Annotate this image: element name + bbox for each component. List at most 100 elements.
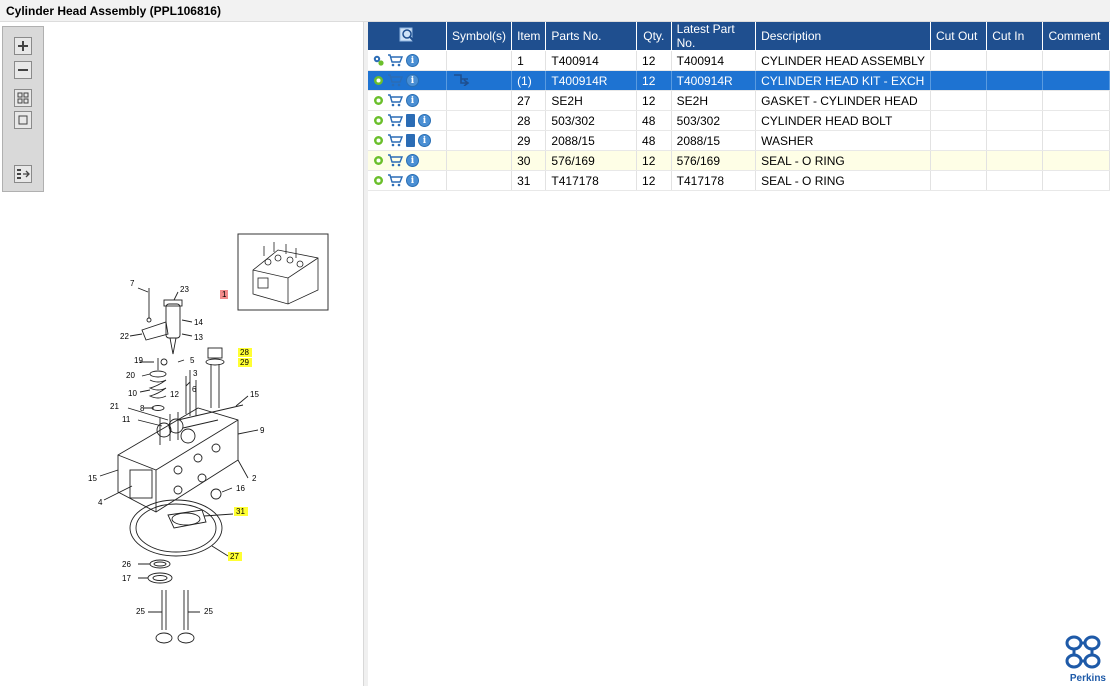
row-cut-in — [986, 130, 1044, 151]
fit-window-icon[interactable] — [14, 111, 32, 129]
diagram-label-8[interactable]: 8 — [140, 404, 145, 413]
exchange-symbol-icon[interactable] — [452, 72, 470, 87]
table-row[interactable]: i 31 T417178 12 T417178 SEAL - O RING — [368, 170, 1110, 191]
info-icon[interactable]: i — [406, 54, 419, 67]
diagram-label-26[interactable]: 26 — [122, 560, 131, 569]
row-latest-part: 503/302 — [671, 110, 757, 131]
diagram-label-19[interactable]: 19 — [134, 356, 143, 365]
search-column-header[interactable] — [368, 22, 448, 51]
row-qty: 12 — [636, 90, 672, 111]
row-symbols — [446, 150, 513, 171]
diagram-label-5[interactable]: 5 — [190, 356, 195, 365]
diagram-label-21[interactable]: 21 — [110, 402, 119, 411]
fit-all-icon[interactable] — [14, 89, 32, 107]
gear-icon[interactable] — [373, 95, 384, 106]
diagram-label-22[interactable]: 22 — [120, 332, 129, 341]
gear-icon[interactable] — [373, 155, 384, 166]
qty-column-header[interactable]: Qty. — [636, 22, 672, 51]
row-latest-part: T400914R — [671, 70, 757, 91]
diagram-label-15b[interactable]: 15 — [88, 474, 97, 483]
row-comment — [1042, 50, 1110, 71]
magnifier-icon[interactable] — [398, 27, 416, 43]
row-actions: i — [368, 90, 448, 111]
diagram-label-29[interactable]: 29 — [240, 358, 249, 367]
row-latest-part: 2088/15 — [671, 130, 757, 151]
cart-icon[interactable] — [387, 74, 403, 87]
cart-icon[interactable] — [387, 134, 403, 147]
diagram-label-11[interactable]: 11 — [122, 415, 131, 424]
parts-no-column-header[interactable]: Parts No. — [545, 22, 638, 51]
row-comment — [1042, 170, 1110, 191]
cart-icon[interactable] — [387, 174, 403, 187]
latest-part-column-header[interactable]: Latest Part No. — [671, 22, 757, 51]
gears-icon[interactable] — [373, 55, 384, 66]
row-latest-part: SE2H — [671, 90, 757, 111]
cart-icon[interactable] — [387, 54, 403, 67]
info-icon[interactable]: i — [418, 134, 431, 147]
symbols-column-header[interactable]: Symbol(s) — [446, 22, 513, 51]
diagram-label-12[interactable]: 12 — [170, 390, 179, 399]
diagram-label-16[interactable]: 16 — [236, 484, 245, 493]
diagram-label-15[interactable]: 15 — [250, 390, 259, 399]
diagram-label-20[interactable]: 20 — [126, 371, 135, 380]
gear-icon[interactable] — [373, 115, 384, 126]
description-column-header[interactable]: Description — [755, 22, 931, 51]
diagram-label-10[interactable]: 10 — [128, 389, 137, 398]
exploded-parts-diagram[interactable]: 1 — [78, 230, 338, 650]
diagram-label-13[interactable]: 13 — [194, 333, 203, 342]
table-row[interactable]: i 27 SE2H 12 SE2H GASKET - CYLINDER HEAD — [368, 90, 1110, 111]
gear-icon[interactable] — [373, 75, 384, 86]
table-row[interactable]: i 30 576/169 12 576/169 SEAL - O RING — [368, 150, 1110, 171]
perkins-logo-icon — [1065, 635, 1101, 669]
info-icon[interactable]: i — [406, 154, 419, 167]
zoom-out-icon[interactable] — [14, 61, 32, 79]
row-actions: i — [368, 150, 448, 171]
diagram-label-25a[interactable]: 25 — [136, 607, 145, 616]
diagram-label-14[interactable]: 14 — [194, 318, 203, 327]
diagram-label-2[interactable]: 2 — [252, 474, 257, 483]
table-row[interactable]: i 29 2088/15 48 2088/15 WASHER — [368, 130, 1110, 151]
diagram-label-9[interactable]: 9 — [260, 426, 265, 435]
panel-splitter[interactable] — [364, 22, 368, 686]
diagram-label-17[interactable]: 17 — [122, 574, 131, 583]
info-icon[interactable]: i — [406, 174, 419, 187]
row-parts-no: 503/302 — [545, 110, 638, 131]
cart-icon[interactable] — [387, 114, 403, 127]
cart-icon[interactable] — [387, 94, 403, 107]
info-icon[interactable]: i — [406, 74, 419, 87]
diagram-label-28[interactable]: 28 — [240, 348, 249, 357]
diagram-label-3[interactable]: 3 — [193, 369, 198, 378]
diagram-label-31[interactable]: 31 — [236, 507, 245, 516]
table-row[interactable]: i 28 503/302 48 503/302 CYLINDER HEAD BOLT — [368, 110, 1110, 131]
page-title: Cylinder Head Assembly (PPL106816) — [6, 4, 221, 18]
row-cut-in — [986, 90, 1044, 111]
diagram-label-7[interactable]: 7 — [130, 279, 135, 288]
diagram-toolbox — [2, 26, 44, 192]
panel-toggle-icon[interactable] — [14, 165, 32, 183]
diagram-label-27[interactable]: 27 — [230, 552, 239, 561]
book-icon[interactable] — [406, 134, 415, 147]
diagram-label-4[interactable]: 4 — [98, 498, 103, 507]
diagram-panel[interactable]: 1 — [0, 22, 364, 686]
info-icon[interactable]: i — [406, 94, 419, 107]
comment-column-header[interactable]: Comment — [1042, 22, 1110, 51]
gear-icon[interactable] — [373, 135, 384, 146]
zoom-in-icon[interactable] — [14, 37, 32, 55]
diagram-label-1[interactable]: 1 — [222, 290, 227, 299]
diagram-label-6[interactable]: 6 — [192, 385, 197, 394]
info-icon[interactable]: i — [418, 114, 431, 127]
row-item: 27 — [511, 90, 547, 111]
book-icon[interactable] — [406, 114, 415, 127]
cut-out-column-header[interactable]: Cut Out — [930, 22, 988, 51]
table-row[interactable]: i 1 T400914 12 T400914 CYLINDER HEAD ASSEMBLY — [368, 50, 1110, 71]
row-cut-in — [986, 170, 1044, 191]
diagram-label-25b[interactable]: 25 — [204, 607, 213, 616]
cart-icon[interactable] — [387, 154, 403, 167]
diagram-label-23[interactable]: 23 — [180, 285, 189, 294]
table-row[interactable]: i (1) T400914R 12 T400914R CYLINDER HEAD KIT … — [368, 70, 1110, 91]
row-actions: i — [368, 50, 448, 71]
item-column-header[interactable]: Item — [511, 22, 547, 51]
gear-icon[interactable] — [373, 175, 384, 186]
row-symbols — [446, 50, 513, 71]
cut-in-column-header[interactable]: Cut In — [986, 22, 1044, 51]
